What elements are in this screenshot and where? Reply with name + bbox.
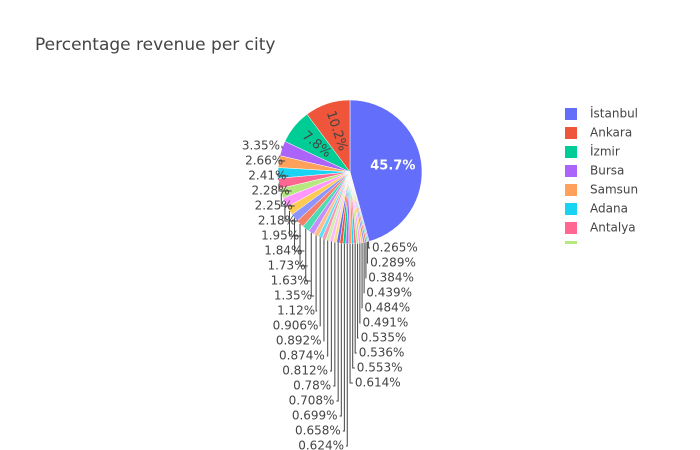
slice-label: 0.78% (293, 379, 331, 393)
leader-line (357, 243, 359, 339)
slice-label: 2.66% (245, 154, 283, 168)
slice-label: 0.874% (279, 349, 325, 363)
legend-swatch (565, 165, 577, 177)
slice-label: 0.439% (366, 286, 412, 300)
legend-swatch (565, 203, 577, 215)
legend-label: Adana (590, 202, 628, 216)
slice-label: 0.484% (364, 301, 410, 315)
leader-line (336, 243, 339, 402)
slice-label: 1.84% (264, 244, 302, 258)
leader-line (349, 243, 353, 384)
slice-label: 0.536% (359, 346, 405, 360)
leader-line (359, 243, 361, 324)
legend-swatch (565, 241, 577, 244)
slice-label: 0.812% (282, 364, 328, 378)
leader-line (346, 243, 348, 447)
legend-swatch (565, 222, 577, 234)
legend: İstanbul Ankara İzmir Bursa Samsun Adana Antal… (565, 106, 638, 244)
leader-line (366, 241, 369, 264)
slice-label: 1.95% (261, 229, 299, 243)
leader-line (368, 241, 370, 249)
slice-label: 0.658% (295, 424, 341, 438)
chart-title: Percentage revenue per city (35, 35, 275, 55)
slice-label: 2.41% (248, 169, 286, 183)
legend-swatch (565, 127, 577, 139)
leader-line (294, 217, 305, 252)
leader-line (299, 223, 308, 267)
slice-label: 0.624% (298, 439, 344, 450)
leader-line (278, 160, 286, 162)
legend-label: İzmir (590, 144, 620, 159)
leader-line (326, 240, 329, 357)
legend-swatch (565, 184, 577, 196)
legend-label: Samsun (590, 183, 638, 197)
leader-line (339, 243, 342, 417)
legend-label: İstanbul (590, 106, 638, 121)
slice-label: 1.73% (267, 259, 305, 273)
slice-label: 0.614% (355, 376, 401, 390)
slice-label: 2.25% (255, 199, 293, 213)
pie-slice (349, 171, 370, 243)
slice-label: 0.384% (368, 271, 414, 285)
leader-line (342, 243, 345, 432)
slice-label: 0.708% (289, 394, 335, 408)
slice-label: 0.553% (357, 361, 403, 375)
leader-line (284, 202, 298, 222)
leader-line (354, 243, 357, 354)
slice-label: 0.892% (276, 334, 322, 348)
slice-label: 0.699% (292, 409, 338, 423)
leader-line (315, 235, 318, 312)
legend-label: Bursa (590, 164, 624, 178)
slice-label: 1.35% (274, 289, 312, 303)
pie-slice (349, 99, 423, 242)
slice-label: 0.491% (363, 316, 409, 330)
legend-label: Antalya (590, 221, 636, 235)
leader-line (288, 210, 302, 237)
leader-line (310, 232, 314, 297)
leader-line (333, 242, 336, 387)
leader-line (305, 228, 311, 282)
leader-line (280, 193, 295, 207)
slice-label: 0.535% (361, 331, 407, 345)
leader-line (278, 183, 292, 192)
leader-line (277, 172, 289, 177)
leader-line (330, 241, 332, 372)
slice-label: 1.63% (271, 274, 309, 288)
legend-swatch (565, 146, 577, 158)
slice-label: 3.35% (242, 139, 280, 153)
slice-label: 1.12% (277, 304, 315, 318)
slice-label: 0.265% (372, 241, 418, 255)
slice-label: 45.7% (370, 159, 415, 174)
slice-label: 2.18% (258, 214, 296, 228)
slice-label: 0.289% (370, 256, 416, 270)
legend-label: Ankara (590, 126, 632, 140)
legend-swatch (565, 108, 577, 120)
slice-label: 0.906% (273, 319, 319, 333)
leader-line (352, 243, 355, 369)
slice-label: 2.28% (251, 184, 289, 198)
